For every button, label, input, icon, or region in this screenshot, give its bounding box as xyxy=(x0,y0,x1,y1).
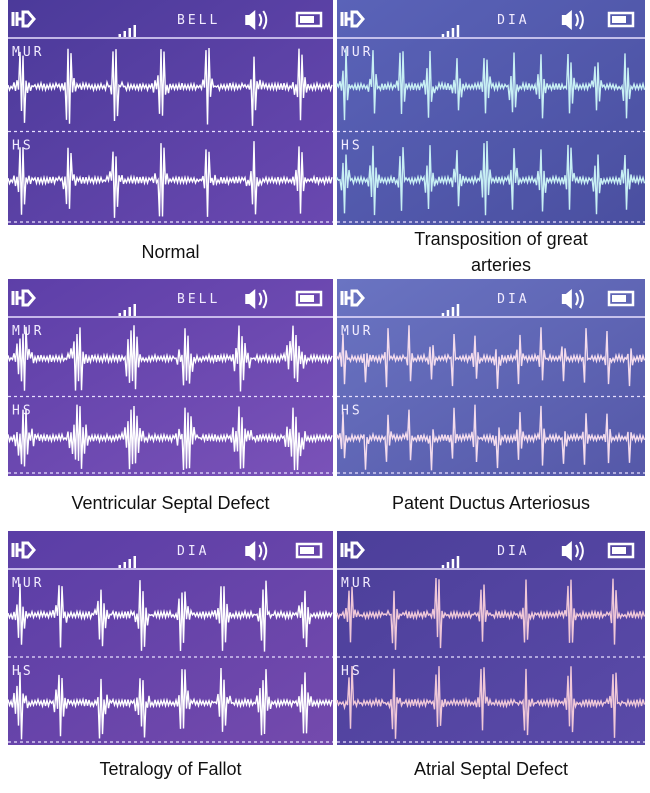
trace-label: MUR xyxy=(12,324,44,339)
battery-level xyxy=(612,295,626,302)
caption: Transposition of great arteries xyxy=(386,225,616,278)
signal-bar xyxy=(442,313,445,316)
screens: BELLMURHSDIAMURHSBELLMURHSDIAMURHSDIAMUR… xyxy=(0,0,650,793)
trace-label: HS xyxy=(12,664,34,679)
battery-level xyxy=(612,16,626,23)
signal-bar xyxy=(457,304,460,316)
signal-bar xyxy=(134,304,137,316)
signal-bar xyxy=(457,25,460,37)
signal-bar xyxy=(452,28,455,37)
signal-bar xyxy=(447,310,450,316)
mode: DIA xyxy=(177,544,209,559)
signal-bar xyxy=(124,31,127,37)
caption: Normal xyxy=(8,225,333,278)
signal-bar xyxy=(124,310,127,316)
signal-bar xyxy=(134,556,137,568)
battery-level xyxy=(612,547,626,554)
signal-bar xyxy=(119,565,122,568)
trace-label: HS xyxy=(341,139,363,154)
signal-bar xyxy=(452,559,455,568)
signal-bar xyxy=(452,307,455,316)
screen xyxy=(337,279,645,476)
screen xyxy=(8,0,333,225)
trace-label: MUR xyxy=(341,576,373,591)
caption: Atrial Septal Defect xyxy=(337,745,645,793)
signal-bar xyxy=(129,28,132,37)
signal-bar xyxy=(447,562,450,568)
caption: Ventricular Septal Defect xyxy=(8,476,333,530)
trace-label: MUR xyxy=(12,45,44,60)
figure: BELLMURHSDIAMURHSBELLMURHSDIAMURHSDIAMUR… xyxy=(0,0,650,793)
mode: DIA xyxy=(497,544,529,559)
battery-level xyxy=(300,295,314,302)
caption: Patent Ductus Arteriosus xyxy=(337,476,645,530)
signal-bar xyxy=(447,31,450,37)
screen xyxy=(8,279,333,476)
screen xyxy=(8,531,333,745)
caption: Tetralogy of Fallot xyxy=(8,745,333,793)
screen xyxy=(337,531,645,745)
signal-bar xyxy=(457,556,460,568)
mode: DIA xyxy=(497,292,529,307)
trace-label: MUR xyxy=(341,324,373,339)
signal-bar xyxy=(442,34,445,37)
mode: BELL xyxy=(177,292,220,307)
trace-label: HS xyxy=(341,404,363,419)
signal-bar xyxy=(134,25,137,37)
signal-bar xyxy=(119,313,122,316)
mode: BELL xyxy=(177,13,220,28)
battery-level xyxy=(300,16,314,23)
signal-bar xyxy=(124,562,127,568)
signal-bar xyxy=(442,565,445,568)
signal-bar xyxy=(129,307,132,316)
trace-label: MUR xyxy=(12,576,44,591)
signal-bar xyxy=(129,559,132,568)
mode: DIA xyxy=(497,13,529,28)
battery-level xyxy=(300,547,314,554)
signal-bar xyxy=(119,34,122,37)
